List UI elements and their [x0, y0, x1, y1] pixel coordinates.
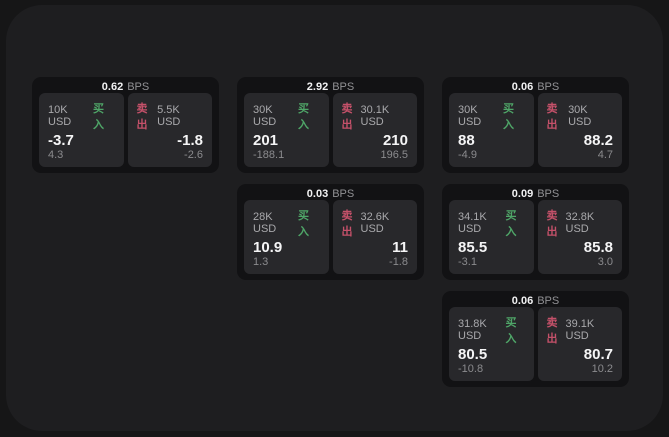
sell-label: 卖出 [546, 103, 558, 131]
buy-label: 买入 [505, 210, 517, 238]
sell-label: 卖出 [341, 103, 353, 131]
sell-price: 85.8 [583, 239, 613, 256]
buy-price: 80.5 [458, 346, 488, 363]
sell-delta: -2.6 [184, 149, 203, 161]
buy-quote-tile[interactable]: 30K USD 买入 201 -188.1 [244, 93, 329, 167]
sell-quote-tile[interactable]: 卖出 39.1K USD 80.7 10.2 [537, 307, 622, 381]
bps-value: 0.06 [511, 295, 534, 307]
sell-label: 卖出 [546, 210, 558, 238]
sell-quote-tile[interactable]: 卖出 30.1K USD 210 196.5 [332, 93, 417, 167]
buy-price: 201 [253, 132, 279, 149]
sell-quote-tile[interactable]: 卖出 30K USD 88.2 4.7 [537, 93, 622, 167]
bps-header: 0.09 BPS [449, 188, 622, 200]
bps-value: 0.62 [101, 81, 124, 93]
buy-label: 买入 [92, 103, 104, 131]
quote-card-grid: 0.62 BPS 10K USD 买入 -3.7 4.3 卖出 5.5K USD… [32, 77, 629, 387]
bps-unit-label: BPS [127, 81, 150, 93]
sell-price: 80.7 [583, 346, 613, 363]
buy-price: 10.9 [253, 239, 283, 256]
bps-header: 0.06 BPS [449, 81, 622, 93]
bps-header: 0.03 BPS [244, 188, 417, 200]
bps-header: 0.06 BPS [449, 295, 622, 307]
sell-label: 卖出 [341, 210, 353, 238]
bps-unit-label: BPS [537, 81, 560, 93]
buy-quote-tile[interactable]: 34.1K USD 买入 85.5 -3.1 [449, 200, 534, 274]
sell-amount: 39.1K USD [565, 318, 595, 342]
buy-quote-tile[interactable]: 10K USD 买入 -3.7 4.3 [39, 93, 124, 167]
buy-label: 买入 [297, 103, 309, 131]
sell-price: 210 [382, 132, 408, 149]
sell-quote-tile[interactable]: 卖出 5.5K USD -1.8 -2.6 [127, 93, 212, 167]
buy-delta: -188.1 [253, 149, 285, 161]
bps-unit-label: BPS [332, 81, 355, 93]
bps-value: 0.06 [511, 81, 534, 93]
sell-delta: 10.2 [591, 363, 613, 375]
buy-delta: 1.3 [253, 256, 269, 268]
quote-card: 0.06 BPS 31.8K USD 买入 80.5 -10.8 卖出 39.1… [442, 291, 629, 387]
sell-amount: 30.1K USD [360, 104, 390, 128]
buy-delta: -3.1 [458, 256, 477, 268]
sell-amount: 32.8K USD [565, 211, 595, 235]
bps-unit-label: BPS [537, 188, 560, 200]
buy-delta: 4.3 [48, 149, 64, 161]
bps-value: 2.92 [306, 81, 329, 93]
quote-card: 0.09 BPS 34.1K USD 买入 85.5 -3.1 卖出 32.8K… [442, 184, 629, 280]
buy-label: 买入 [297, 210, 309, 238]
bps-value: 0.09 [511, 188, 534, 200]
sell-amount: 32.6K USD [360, 211, 390, 235]
quote-card: 2.92 BPS 30K USD 买入 201 -188.1 卖出 30.1K … [237, 77, 424, 173]
quote-card: 0.06 BPS 30K USD 买入 88 -4.9 卖出 30K USD 8… [442, 77, 629, 173]
buy-label: 买入 [502, 103, 514, 131]
buy-amount: 31.8K USD [458, 318, 487, 342]
sell-label: 卖出 [136, 103, 148, 131]
buy-delta: -10.8 [458, 363, 484, 375]
buy-label: 买入 [505, 317, 517, 345]
bps-unit-label: BPS [537, 295, 560, 307]
buy-quote-tile[interactable]: 31.8K USD 买入 80.5 -10.8 [449, 307, 534, 381]
buy-amount: 10K USD [48, 104, 72, 128]
sell-amount: 30K USD [568, 104, 592, 128]
buy-amount: 28K USD [253, 211, 277, 235]
buy-amount: 34.1K USD [458, 211, 487, 235]
sell-price: 11 [392, 239, 408, 256]
quote-card: 0.62 BPS 10K USD 买入 -3.7 4.3 卖出 5.5K USD… [32, 77, 219, 173]
quote-card: 0.03 BPS 28K USD 买入 10.9 1.3 卖出 32.6K US… [237, 184, 424, 280]
sell-quote-tile[interactable]: 卖出 32.6K USD 11 -1.8 [332, 200, 417, 274]
buy-price: 88 [458, 132, 475, 149]
sell-amount: 5.5K USD [157, 104, 181, 128]
buy-amount: 30K USD [253, 104, 277, 128]
buy-quote-tile[interactable]: 28K USD 买入 10.9 1.3 [244, 200, 329, 274]
buy-quote-tile[interactable]: 30K USD 买入 88 -4.9 [449, 93, 534, 167]
bps-value: 0.03 [306, 188, 329, 200]
sell-quote-tile[interactable]: 卖出 32.8K USD 85.8 3.0 [537, 200, 622, 274]
buy-delta: -4.9 [458, 149, 477, 161]
buy-price: -3.7 [48, 132, 74, 149]
sell-price: 88.2 [583, 132, 613, 149]
sell-price: -1.8 [177, 132, 203, 149]
sell-label: 卖出 [546, 317, 558, 345]
buy-price: 85.5 [458, 239, 488, 256]
bps-header: 2.92 BPS [244, 81, 417, 93]
bps-header: 0.62 BPS [39, 81, 212, 93]
sell-delta: 4.7 [597, 149, 613, 161]
bps-unit-label: BPS [332, 188, 355, 200]
buy-amount: 30K USD [458, 104, 482, 128]
sell-delta: -1.8 [389, 256, 408, 268]
sell-delta: 3.0 [597, 256, 613, 268]
sell-delta: 196.5 [380, 149, 408, 161]
